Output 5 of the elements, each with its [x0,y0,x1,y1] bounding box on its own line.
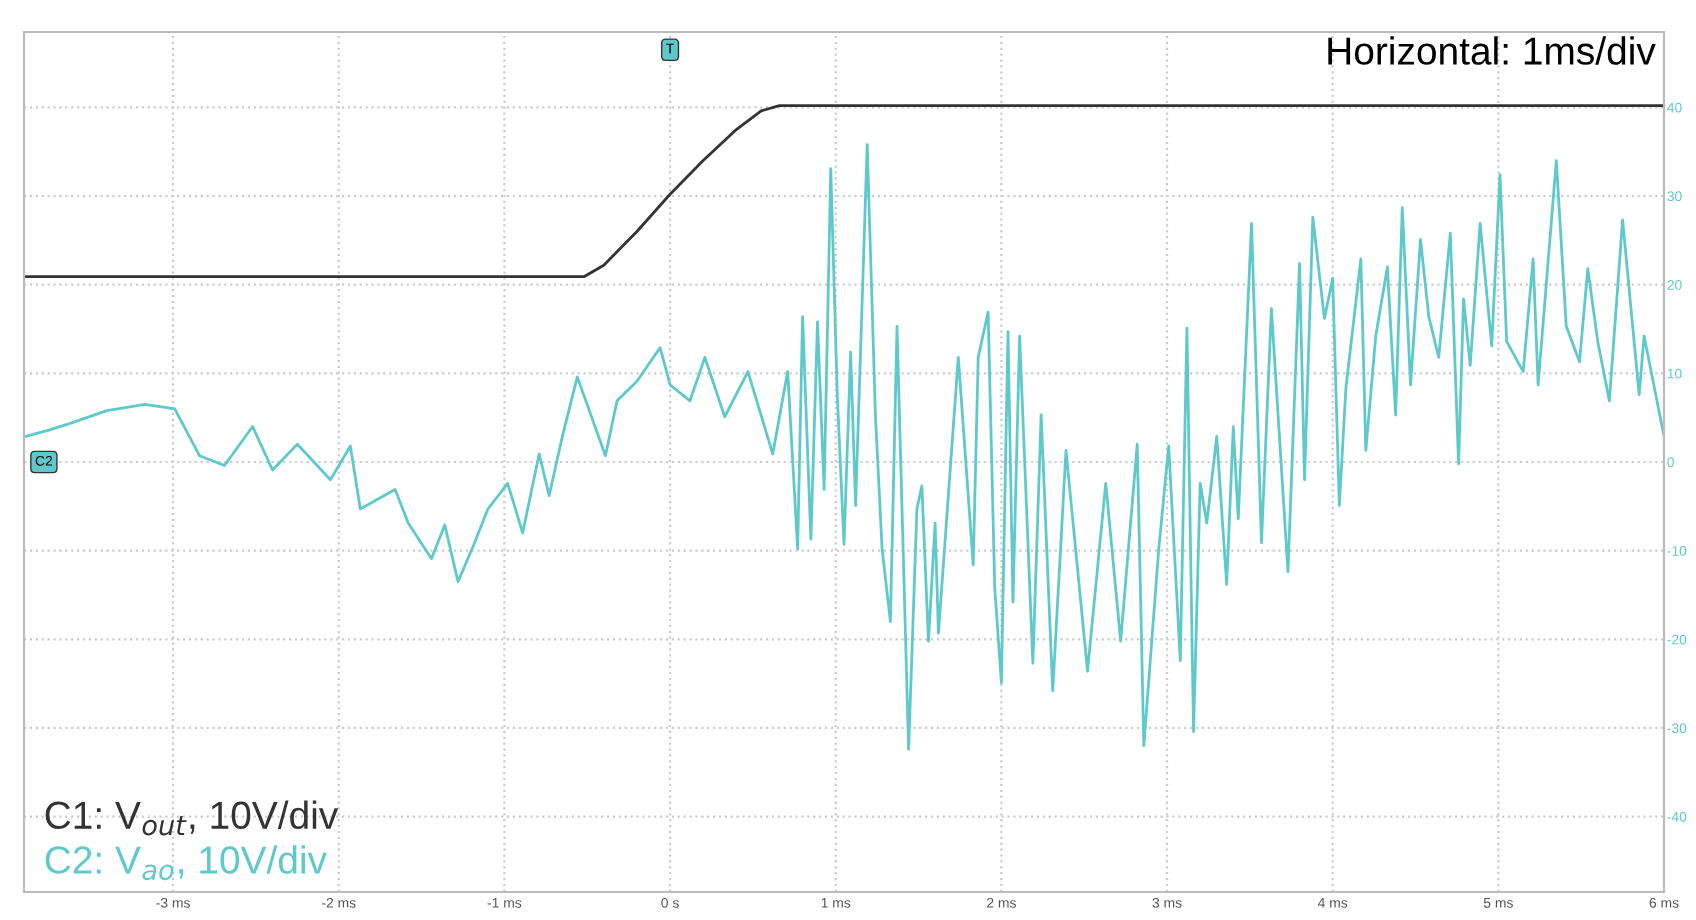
text: C1: V$_{out}$, 10V/div [45,800,339,836]
annotation: Horizontal: 1ms/div [1328,36,1656,65]
line-series [24,143,1664,751]
text: C2: V$_{ao}$, 10V/div [45,845,327,881]
line-series [24,104,1664,279]
